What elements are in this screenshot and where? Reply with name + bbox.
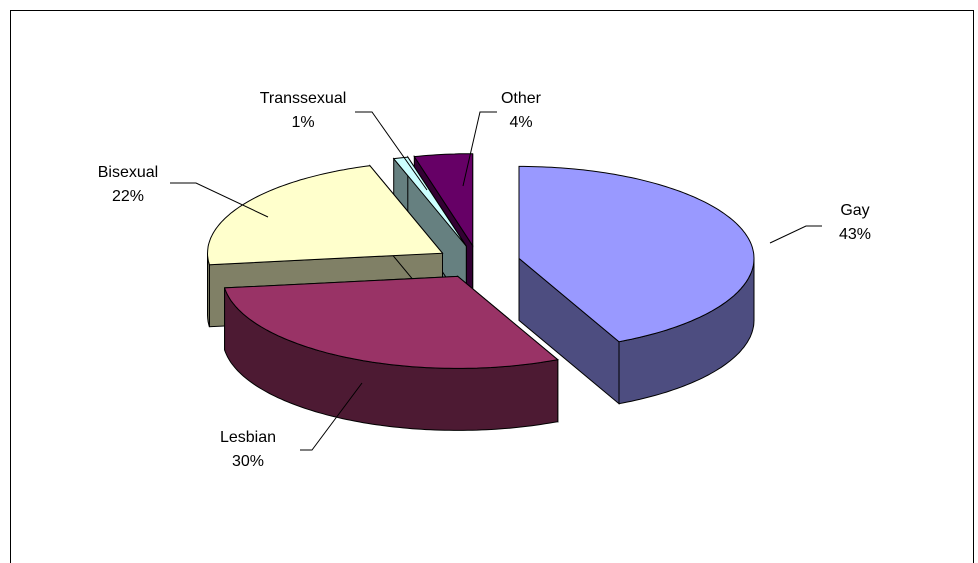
- leader-line: [769, 225, 822, 244]
- slice-label-name: Lesbian: [220, 429, 276, 446]
- slice-label-value: 1%: [291, 114, 314, 131]
- slice-label: Transsexual 1%: [260, 90, 347, 131]
- slice-label-name: Transsexual: [260, 90, 347, 107]
- slice-label: Lesbian 30%: [220, 429, 276, 470]
- slice-label: Gay 43%: [839, 202, 871, 243]
- slice-label-value: 43%: [839, 226, 871, 243]
- leader-line: [300, 382, 363, 451]
- leader-line: [462, 111, 497, 187]
- slice-top: [413, 153, 474, 248]
- chart-frame: [10, 10, 974, 563]
- slice-top: [518, 165, 755, 343]
- slice-label: Other 4%: [501, 90, 542, 131]
- slice: [392, 155, 467, 310]
- slice-label-name: Bisexual: [98, 164, 158, 181]
- slice: [223, 275, 559, 431]
- slice-label-value: 22%: [112, 188, 144, 205]
- leader-line: [170, 182, 269, 218]
- slice-label-name: Other: [501, 90, 542, 107]
- slice-label-name: Gay: [840, 202, 869, 219]
- slice-label-value: 4%: [509, 114, 532, 131]
- slice-label: Bisexual 22%: [98, 164, 158, 205]
- slice: [518, 165, 755, 405]
- slice-top: [223, 275, 559, 369]
- slice-top: [392, 156, 467, 247]
- slice-label-value: 30%: [232, 453, 264, 470]
- slice-top: [206, 165, 444, 266]
- leader-line: [355, 111, 428, 191]
